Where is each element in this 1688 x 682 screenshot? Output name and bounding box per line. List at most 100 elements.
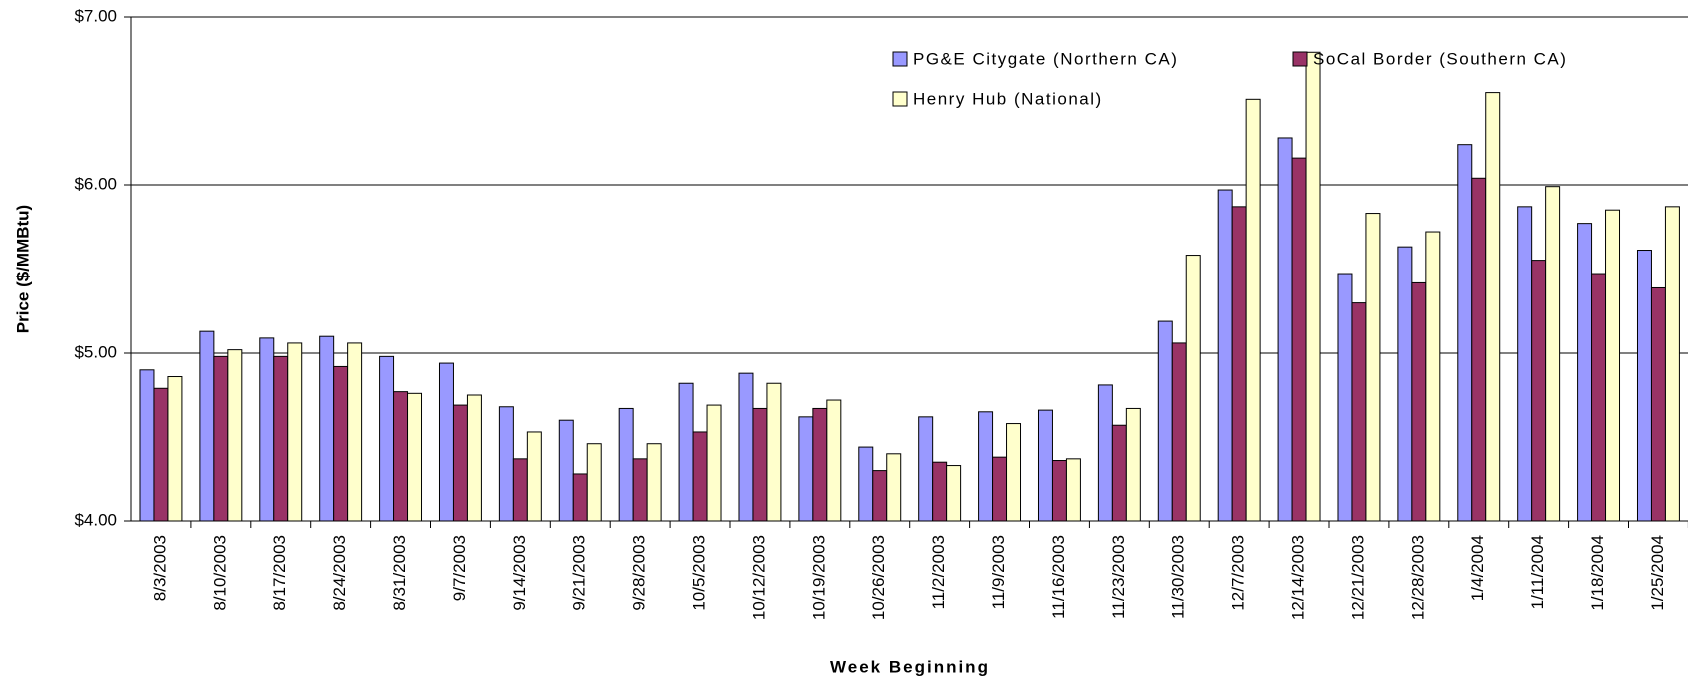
- bar: [858, 446, 874, 522]
- x-axis-title: Week Beginning: [830, 657, 990, 676]
- bar: [379, 355, 395, 522]
- x-tick-label: 11/9/2003: [989, 535, 1008, 609]
- bar: [1397, 246, 1413, 522]
- x-tick-label: 12/14/2003: [1289, 535, 1308, 620]
- bar: [333, 365, 349, 522]
- bar: [213, 355, 229, 522]
- x-tick-label: 12/7/2003: [1229, 535, 1248, 611]
- legend-swatch: [1292, 51, 1308, 67]
- bar: [407, 392, 423, 522]
- x-tick-label: 1/4/2004: [1468, 535, 1487, 601]
- x-tick-label: 11/16/2003: [1049, 535, 1068, 619]
- bar: [572, 473, 588, 522]
- bar: [1171, 342, 1187, 522]
- bar: [1006, 423, 1022, 522]
- bar: [466, 394, 482, 522]
- x-tick-label: 12/21/2003: [1348, 535, 1367, 620]
- x-tick-label: 8/17/2003: [270, 535, 289, 611]
- bar: [738, 372, 754, 522]
- bar: [752, 407, 768, 522]
- legend-label: Henry Hub (National): [913, 89, 1103, 108]
- y-tick-label: $7.00: [74, 6, 117, 25]
- x-tick-label: 10/12/2003: [749, 535, 768, 620]
- x-tick-label: 11/2/2003: [929, 535, 948, 609]
- bar: [1517, 206, 1533, 522]
- x-tick-label: 10/19/2003: [809, 535, 828, 620]
- bar: [1111, 424, 1127, 522]
- bar: [632, 458, 648, 522]
- y-tick-label: $5.00: [74, 342, 117, 361]
- bar: [227, 349, 243, 522]
- bar: [199, 330, 215, 522]
- bar: [1245, 98, 1261, 522]
- bar: [1037, 409, 1053, 522]
- bar: [678, 382, 694, 522]
- bar: [692, 431, 708, 522]
- x-tick-label: 10/26/2003: [869, 535, 888, 620]
- bar: [1425, 231, 1441, 522]
- bar: [1545, 186, 1561, 522]
- bar: [1365, 213, 1381, 522]
- bar: [992, 456, 1008, 522]
- bar: [812, 407, 828, 522]
- bar: [1664, 206, 1680, 522]
- legend-label: PG&E Citygate (Northern CA): [913, 49, 1178, 68]
- bar: [1291, 157, 1307, 522]
- bar: [1337, 273, 1353, 522]
- bar: [932, 461, 948, 522]
- bar: [1457, 144, 1473, 522]
- x-tick-label: 8/24/2003: [330, 535, 349, 611]
- bar: [287, 342, 303, 522]
- x-tick-label: 8/10/2003: [210, 535, 229, 611]
- bar: [798, 416, 814, 522]
- x-tick-label: 9/21/2003: [570, 535, 589, 611]
- bar: [452, 404, 468, 522]
- bar: [1411, 281, 1427, 522]
- bar: [438, 362, 454, 522]
- bar: [1231, 206, 1247, 522]
- y-tick-label: $6.00: [74, 174, 117, 193]
- x-tick-label: 9/7/2003: [450, 535, 469, 601]
- bar: [153, 387, 169, 522]
- bar: [1591, 273, 1607, 522]
- bar: [558, 419, 574, 522]
- bar: [1157, 320, 1173, 522]
- bar: [1277, 137, 1293, 522]
- bar: [886, 453, 902, 522]
- bar: [1577, 223, 1593, 522]
- bar: [1471, 177, 1487, 522]
- bar: [259, 337, 275, 522]
- bar: [1125, 407, 1141, 522]
- x-tick-label: 12/28/2003: [1408, 535, 1427, 620]
- bar: [1305, 51, 1321, 522]
- bar: [1217, 189, 1233, 522]
- bar: [1351, 302, 1367, 522]
- x-tick-label: 1/25/2004: [1648, 535, 1667, 611]
- bar: [273, 355, 289, 522]
- bar: [1185, 255, 1201, 522]
- bar: [918, 416, 934, 522]
- bar: [978, 411, 994, 522]
- bar: [586, 443, 602, 522]
- legend-swatch: [892, 51, 908, 67]
- bar: [946, 465, 962, 522]
- bar: [139, 369, 155, 522]
- bar: [1636, 250, 1652, 522]
- x-tick-label: 9/14/2003: [510, 535, 529, 611]
- bar: [618, 407, 634, 522]
- bar: [393, 391, 409, 522]
- bar: [1065, 458, 1081, 522]
- y-axis-title: Price ($/MMBtu): [13, 205, 32, 333]
- bar: [1531, 260, 1547, 522]
- y-tick-label: $4.00: [74, 510, 117, 529]
- bar: [512, 458, 528, 522]
- x-tick-label: 11/30/2003: [1169, 535, 1188, 619]
- x-tick-label: 11/23/2003: [1109, 535, 1128, 619]
- bar: [1485, 92, 1501, 522]
- bar: [1605, 209, 1621, 522]
- bar: [766, 382, 782, 522]
- bar: [1650, 286, 1666, 522]
- bar: [319, 335, 335, 522]
- bar: [706, 404, 722, 522]
